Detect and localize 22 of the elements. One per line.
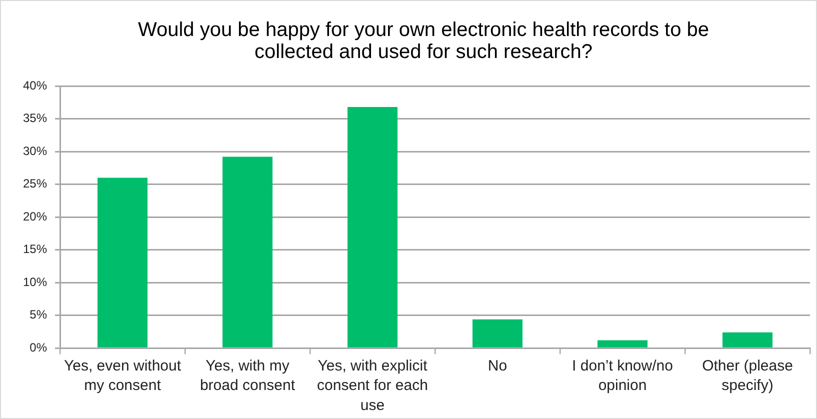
y-tick-label: 10% [22, 274, 48, 289]
x-tick-label: Yes, even without my consent [64, 357, 182, 394]
x-tick-label: Yes, with my broad consent [200, 357, 296, 394]
y-tick-label: 30% [22, 144, 48, 158]
y-tick-label: 40% [22, 78, 48, 92]
x-tick-label: Yes, with explicit consent for each use [317, 357, 428, 414]
y-tick-label: 5% [30, 308, 48, 322]
bar [98, 178, 148, 348]
bar [222, 156, 272, 348]
bar [472, 319, 522, 348]
y-tick-label: 0% [30, 340, 48, 354]
bar [598, 340, 648, 348]
bar [348, 106, 398, 348]
x-tick-label: I don’t know/no opinion [572, 357, 673, 394]
y-tick-label: 35% [22, 111, 48, 126]
x-tick-label: Other (please specify) [702, 357, 793, 394]
bar [722, 332, 772, 348]
y-tick-label: 15% [22, 242, 48, 256]
chart-title: Would you be happy for your own electronic health records to be collected and used for such research? [136, 19, 710, 63]
x-tick-label: No [488, 357, 508, 374]
y-tick-label: 25% [22, 176, 48, 191]
y-tick-label: 20% [22, 209, 48, 224]
